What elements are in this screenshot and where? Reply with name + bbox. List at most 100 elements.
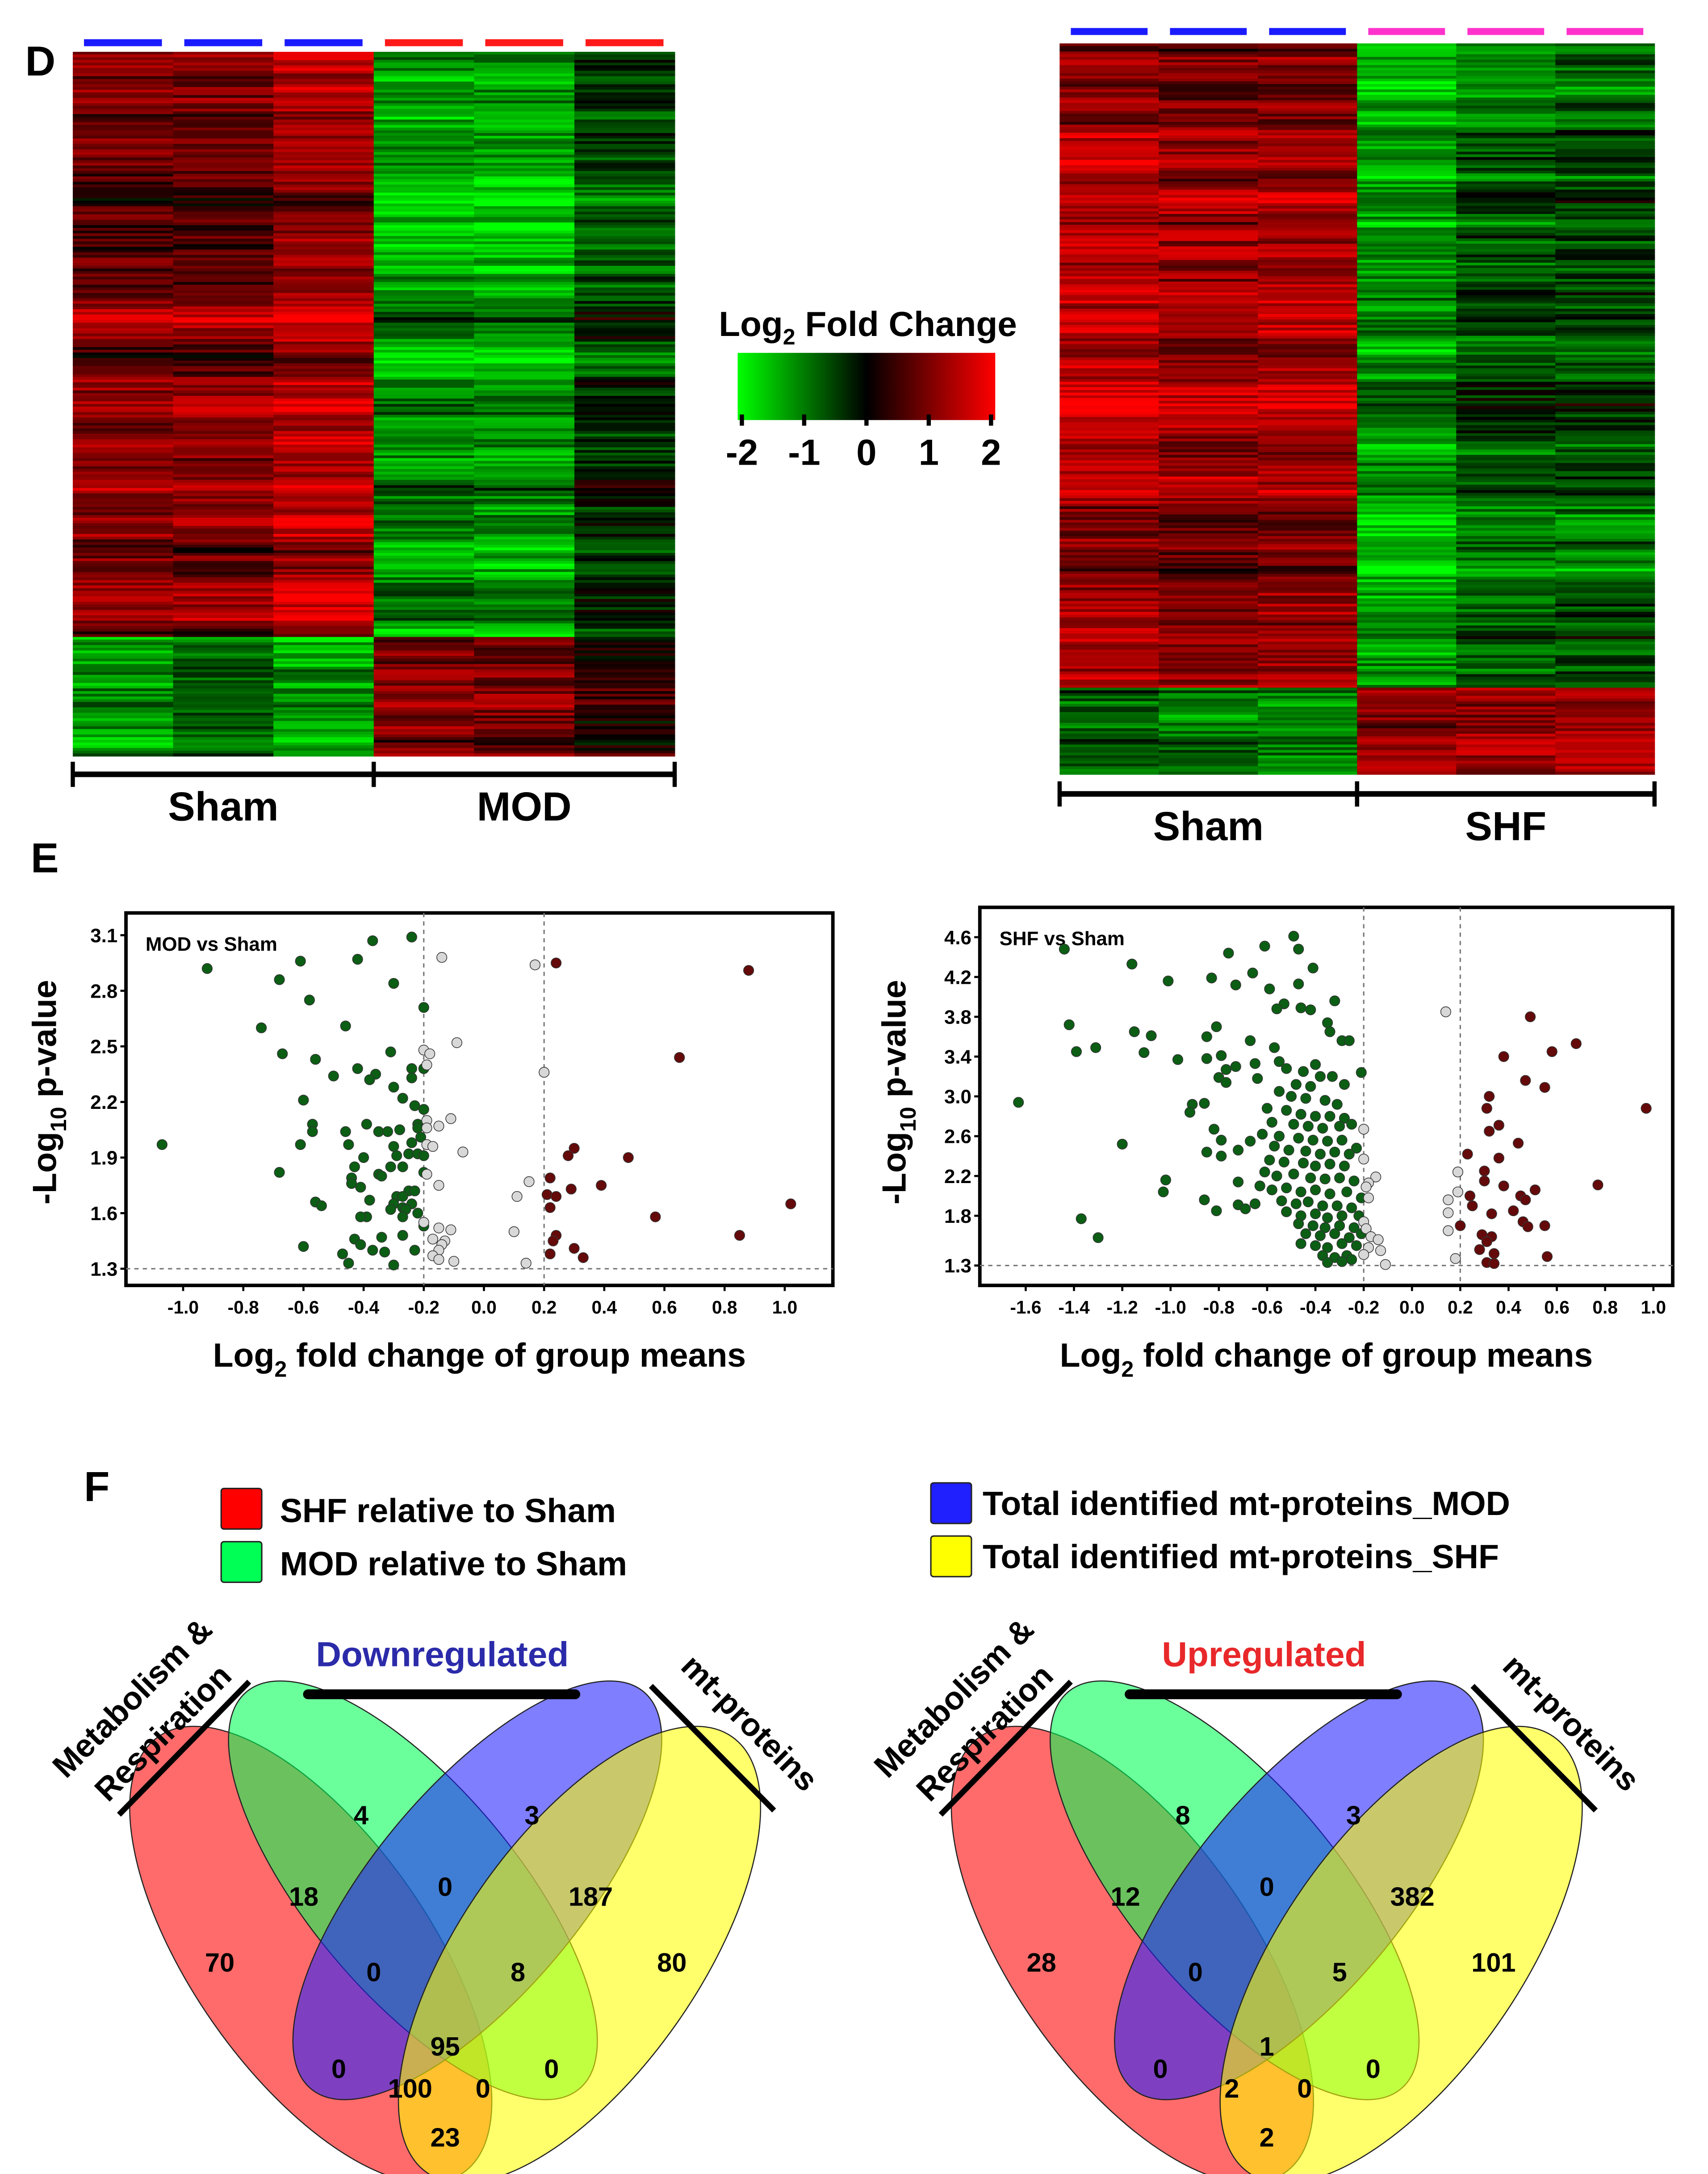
heatmap-cell bbox=[474, 493, 575, 497]
heatmap-cell bbox=[273, 688, 374, 692]
heatmap-cell bbox=[1357, 281, 1457, 285]
heatmap-cell bbox=[474, 133, 575, 136]
heatmap-cell bbox=[474, 401, 575, 405]
heatmap-cell bbox=[1456, 241, 1556, 244]
x-tick-label: 0.6 bbox=[652, 1297, 677, 1318]
heatmap-cell bbox=[1159, 303, 1259, 306]
heatmap-cell bbox=[1456, 314, 1556, 318]
heatmap-cell bbox=[1159, 541, 1259, 545]
heatmap-cell bbox=[273, 382, 374, 386]
heatmap-cell bbox=[474, 206, 575, 210]
heatmap-cell bbox=[1357, 49, 1457, 52]
heatmap-cell bbox=[574, 401, 675, 405]
heatmap-cell bbox=[1456, 157, 1556, 160]
heatmap-cell bbox=[1059, 379, 1160, 382]
heatmap-cell bbox=[1258, 682, 1358, 686]
heatmap-cell bbox=[1258, 382, 1358, 385]
heatmap-cell bbox=[1059, 176, 1160, 180]
heatmap-cell bbox=[1555, 682, 1655, 686]
heatmap-cell bbox=[574, 669, 675, 673]
heatmap-cell bbox=[1258, 533, 1358, 537]
heatmap-cell bbox=[574, 195, 675, 199]
heatmap-cell bbox=[1555, 105, 1655, 109]
heatmap-cell bbox=[1258, 506, 1358, 510]
heatmap-cell bbox=[1357, 116, 1457, 120]
heatmap-cell bbox=[1059, 698, 1160, 702]
heatmap-cell bbox=[1555, 265, 1655, 269]
heatmap-cell bbox=[1555, 522, 1655, 526]
heatmap-cell bbox=[1059, 87, 1160, 90]
heatmap-cell bbox=[1258, 279, 1358, 282]
heatmap-cell bbox=[1555, 736, 1655, 740]
heatmap-cell bbox=[373, 138, 475, 142]
heatmap-cell bbox=[1456, 344, 1556, 347]
heatmap-cell bbox=[173, 479, 274, 483]
heatmap-cell bbox=[1059, 246, 1160, 250]
data-point-down bbox=[1319, 1222, 1331, 1234]
heatmap-cell bbox=[474, 103, 575, 107]
data-point-down bbox=[352, 1063, 363, 1074]
heatmap-cell bbox=[373, 436, 475, 440]
heatmap-cell bbox=[1059, 655, 1160, 659]
heatmap-cell bbox=[1258, 652, 1358, 656]
heatmap-cell bbox=[273, 461, 374, 464]
heatmap-cell bbox=[173, 751, 274, 754]
data-point-up bbox=[1464, 1190, 1476, 1201]
data-point-down bbox=[1336, 1134, 1348, 1146]
heatmap-cell bbox=[1159, 276, 1259, 280]
heatmap-cell bbox=[1357, 484, 1457, 488]
heatmap-cell bbox=[1555, 452, 1655, 456]
heatmap-cell bbox=[72, 119, 174, 123]
heatmap-cell bbox=[373, 219, 475, 223]
heatmap-cell bbox=[273, 656, 374, 659]
heatmap-cell bbox=[1258, 574, 1358, 577]
heatmap-cell bbox=[1159, 747, 1259, 751]
heatmap-cell bbox=[373, 691, 475, 694]
heatmap-cell bbox=[1357, 642, 1457, 645]
heatmap-cell bbox=[1555, 409, 1655, 412]
heatmap-cell bbox=[1159, 122, 1259, 125]
heatmap-cell bbox=[574, 545, 675, 548]
heatmap-cell bbox=[1555, 614, 1655, 618]
heatmap-cell bbox=[1357, 455, 1457, 458]
heatmap-cell bbox=[1059, 414, 1160, 418]
data-point-up bbox=[1541, 1251, 1553, 1262]
heatmap-cell bbox=[1059, 84, 1160, 88]
heatmap-cell bbox=[373, 723, 475, 727]
heatmap-cell bbox=[173, 417, 274, 421]
data-point-down bbox=[367, 1245, 378, 1256]
data-point-down bbox=[1273, 1086, 1285, 1097]
heatmap-cell bbox=[1555, 457, 1655, 461]
heatmap-cell bbox=[574, 420, 675, 424]
heatmap-cell bbox=[574, 377, 675, 380]
data-point-down bbox=[1329, 1146, 1340, 1158]
data-point-down bbox=[1211, 1205, 1222, 1217]
heatmap-cell bbox=[273, 509, 374, 513]
heatmap-cell bbox=[574, 718, 675, 722]
heatmap-cell bbox=[273, 114, 374, 118]
heatmap-cell bbox=[173, 726, 274, 730]
heatmap-cell bbox=[373, 683, 475, 686]
heatmap-cell bbox=[1258, 590, 1358, 594]
heatmap-cell bbox=[1159, 652, 1259, 656]
heatmap-cell bbox=[1258, 376, 1358, 380]
heatmap-cell bbox=[373, 461, 475, 464]
heatmap-cell bbox=[1357, 127, 1457, 130]
data-point-not-significant bbox=[1375, 1245, 1386, 1256]
heatmap-cell bbox=[1357, 143, 1457, 147]
heatmap-cell bbox=[373, 423, 475, 426]
heatmap-cell bbox=[474, 661, 575, 665]
heatmap-cell bbox=[574, 393, 675, 396]
heatmap-cell bbox=[574, 236, 675, 239]
data-point-up bbox=[1493, 1152, 1504, 1164]
heatmap-cell bbox=[273, 214, 374, 218]
heatmap-cell bbox=[1456, 680, 1556, 683]
heatmap-cell bbox=[1258, 173, 1358, 177]
data-point-not-significant bbox=[1443, 1225, 1454, 1236]
heatmap-cell bbox=[1456, 159, 1556, 163]
heatmap-cell bbox=[1059, 268, 1160, 272]
heatmap-cell bbox=[1357, 598, 1457, 602]
heatmap-cell bbox=[474, 688, 575, 692]
heatmap-cell bbox=[1059, 660, 1160, 664]
heatmap-cell bbox=[574, 361, 675, 364]
